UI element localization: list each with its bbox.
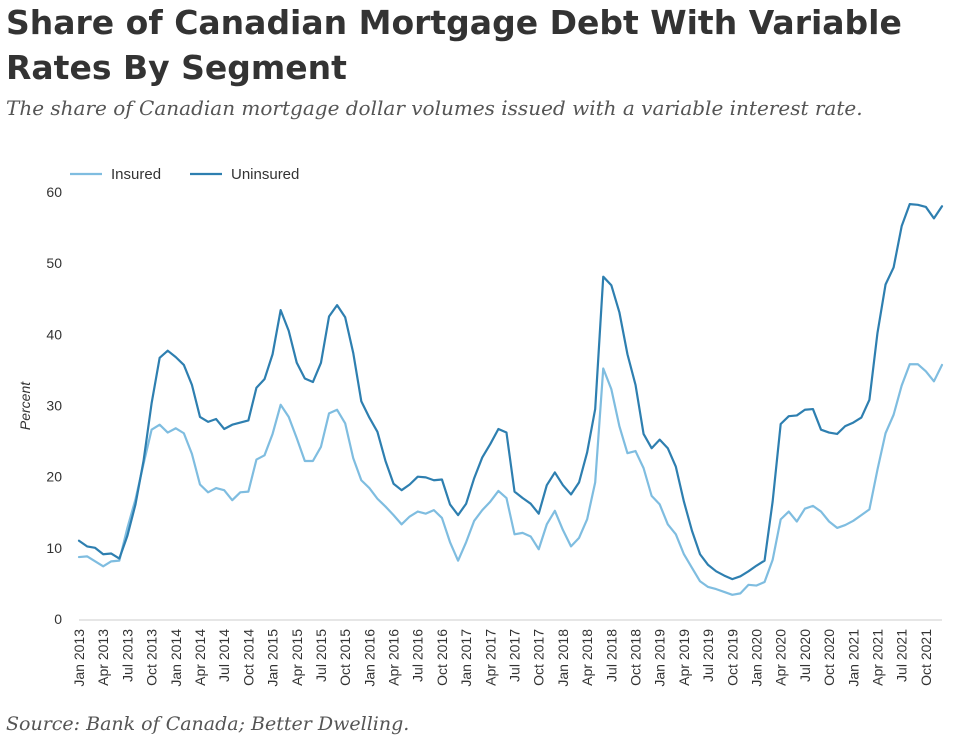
x-tick-label: Apr 2020 — [773, 629, 789, 686]
x-tick-label: Oct 2017 — [531, 629, 547, 686]
x-tick-label: Apr 2019 — [676, 629, 692, 686]
y-tick-label: 10 — [46, 540, 62, 556]
x-axis: Jan 2013 Apr 2013 Jul 2013 Oct 2013 Jan 2014… — [71, 619, 942, 687]
line-chart: Insured Uninsured Percent 0 10 20 30 40 50 60 J… — [17, 166, 944, 687]
x-tick-label: Jan 2020 — [748, 629, 764, 687]
chart-title: Share of Canadian Mortgage Debt With Var… — [6, 3, 902, 87]
x-tick-label: Oct 2016 — [434, 629, 450, 686]
y-tick-label: 50 — [46, 255, 62, 271]
chart-source: Source: Bank of Canada; Better Dwelling. — [6, 713, 410, 735]
x-tick-label: Jan 2013 — [71, 629, 87, 687]
x-tick-label: Jul 2020 — [797, 629, 813, 682]
x-tick-label: Jul 2013 — [119, 629, 135, 682]
x-tick-label: Oct 2018 — [628, 629, 644, 686]
x-tick-label: Jul 2018 — [603, 629, 619, 682]
legend-label-insured: Insured — [111, 166, 161, 183]
x-tick-label: Jul 2017 — [507, 629, 523, 682]
x-tick-label: Jul 2016 — [410, 629, 426, 682]
x-tick-label: Jul 2015 — [313, 629, 329, 682]
x-tick-label: Jul 2021 — [894, 629, 910, 682]
x-tick-label: Oct 2013 — [144, 629, 160, 686]
x-tick-label: Apr 2014 — [192, 629, 208, 686]
x-tick-label: Apr 2013 — [95, 629, 111, 686]
x-tick-label: Oct 2019 — [724, 629, 740, 686]
plot-area — [77, 202, 944, 596]
series-line-uninsured — [77, 202, 944, 581]
y-tick-label: 20 — [46, 469, 62, 485]
y-tick-label: 60 — [46, 184, 62, 200]
x-tick-label: Jan 2017 — [458, 629, 474, 687]
x-tick-label: Jan 2019 — [652, 629, 668, 687]
x-tick-label: Jan 2021 — [845, 629, 861, 687]
y-axis-title: Percent — [17, 381, 33, 430]
x-tick-label: Jan 2016 — [361, 629, 377, 687]
x-tick-label: Oct 2020 — [821, 629, 837, 686]
series-line-insured — [77, 363, 944, 596]
legend: Insured Uninsured — [70, 166, 299, 183]
x-tick-label: Apr 2018 — [579, 629, 595, 686]
x-tick-label: Apr 2017 — [482, 629, 498, 686]
x-tick-label: Oct 2014 — [240, 629, 256, 686]
y-tick-label: 0 — [54, 611, 62, 627]
x-tick-label: Jul 2019 — [700, 629, 716, 682]
x-tick-label: Oct 2021 — [918, 629, 934, 686]
x-tick-label: Apr 2021 — [869, 629, 885, 686]
x-tick-label: Oct 2015 — [337, 629, 353, 686]
x-tick-label: Jan 2018 — [555, 629, 571, 687]
y-tick-label: 30 — [46, 398, 62, 414]
legend-label-uninsured: Uninsured — [231, 166, 299, 183]
x-tick-label: Jan 2015 — [265, 629, 281, 687]
x-tick-label: Jan 2014 — [168, 629, 184, 687]
y-tick-label: 40 — [46, 326, 62, 342]
x-tick-label: Apr 2016 — [386, 629, 402, 686]
y-axis: 0 10 20 30 40 50 60 — [46, 184, 62, 627]
chart-subtitle: The share of Canadian mortgage dollar vo… — [6, 96, 863, 120]
x-tick-label: Jul 2014 — [216, 629, 232, 682]
x-tick-label: Apr 2015 — [289, 629, 305, 686]
